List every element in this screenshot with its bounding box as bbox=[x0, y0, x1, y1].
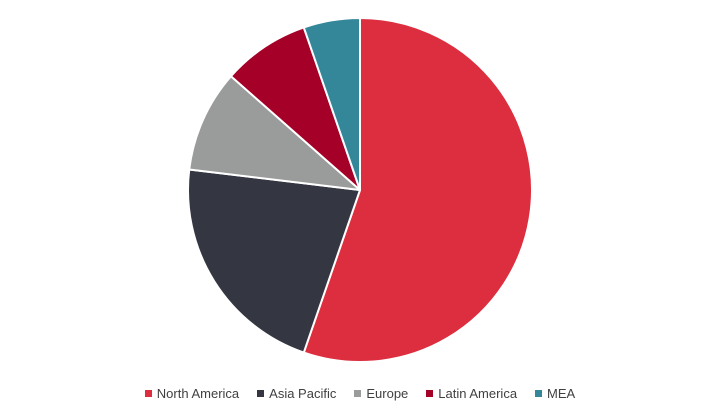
legend-swatch bbox=[257, 390, 265, 397]
legend-item: North America bbox=[144, 386, 240, 401]
legend: North America Asia Pacific Europe Latin Ame… bbox=[0, 386, 720, 401]
legend-label: North America bbox=[156, 386, 240, 401]
pie-area bbox=[187, 17, 533, 363]
legend-item: Latin America bbox=[426, 386, 517, 401]
pie-slice bbox=[302, 17, 361, 191]
legend-label: Latin America bbox=[438, 386, 518, 401]
legend-label: MEA bbox=[547, 386, 576, 401]
legend-swatch bbox=[354, 390, 362, 397]
pie-slice bbox=[229, 26, 361, 191]
legend-label: Asia Pacific bbox=[269, 386, 337, 401]
legend-label: Europe bbox=[366, 386, 409, 401]
pie-slice bbox=[187, 168, 361, 354]
legend-item: Europe bbox=[354, 386, 408, 401]
legend-swatch bbox=[535, 390, 543, 397]
legend-swatch bbox=[144, 390, 152, 397]
legend-item: Asia Pacific bbox=[257, 386, 336, 401]
legend-swatch bbox=[426, 390, 434, 397]
pie-slice bbox=[188, 75, 361, 191]
legend-item: MEA bbox=[535, 386, 575, 401]
